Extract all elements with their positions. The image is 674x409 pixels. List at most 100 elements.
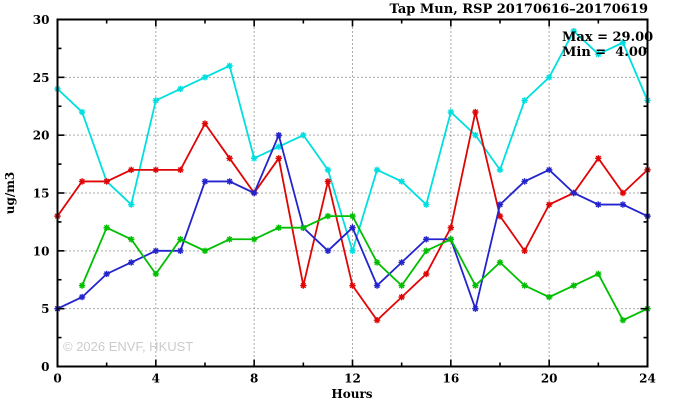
series-red-marker (275, 155, 282, 162)
series-cyan-marker (570, 27, 577, 35)
series-cyan-marker (349, 247, 356, 255)
series-blue-marker (78, 293, 86, 301)
series-green-marker (324, 212, 332, 220)
series-red-marker (201, 120, 209, 127)
series-green-marker (275, 224, 282, 231)
series-red-marker (496, 212, 504, 220)
x-tick-label: 8 (250, 372, 258, 386)
x-tick-label: 12 (344, 372, 361, 386)
series-red-marker (226, 155, 233, 162)
series-green-marker (619, 317, 627, 324)
series-lines (54, 27, 651, 324)
series-blue-marker (349, 224, 356, 231)
series-cyan-marker (78, 108, 86, 116)
series-cyan-marker (595, 51, 602, 58)
series-cyan-marker (619, 39, 627, 46)
y-tick-label: 10 (33, 244, 50, 258)
series-cyan-marker (545, 74, 553, 81)
series-green-marker (595, 270, 602, 278)
series-blue-marker (472, 305, 479, 312)
series-green-line (81, 215, 648, 322)
series-blue-marker (496, 201, 504, 208)
series-cyan-marker (324, 166, 332, 174)
series-cyan-marker (177, 85, 184, 93)
series-green-marker (521, 282, 528, 289)
series-blue-marker (570, 189, 577, 197)
series-red-marker (349, 282, 356, 289)
series-blue-marker (595, 201, 602, 208)
series-green-marker (398, 282, 405, 289)
series-blue-marker (177, 247, 184, 255)
series-blue-marker (521, 178, 528, 185)
series-red-marker (423, 270, 430, 278)
grid-lines (57, 19, 648, 367)
series-blue-marker (545, 166, 553, 174)
series-green-marker (226, 236, 233, 243)
series-red-marker (152, 166, 160, 174)
series-blue-marker (201, 178, 209, 185)
legend-min-value: Min = 4.00 (562, 45, 647, 60)
series-cyan-marker (423, 201, 430, 208)
series-green-marker (250, 236, 258, 243)
watermark: © 2026 ENVF, HKUST (63, 339, 193, 354)
series-red-marker (472, 108, 479, 116)
series-red-marker (373, 317, 381, 324)
series-blue-marker (226, 178, 233, 185)
series-blue-marker (398, 259, 405, 266)
series-red-marker (324, 178, 332, 185)
series-red-marker (300, 282, 307, 289)
y-tick-label: 0 (41, 360, 49, 374)
x-tick-label: 24 (639, 372, 656, 386)
y-axis-label: ug/m3 (3, 172, 17, 215)
series-green-marker (349, 212, 356, 220)
series-red-marker (545, 201, 553, 208)
series-red-marker (619, 189, 627, 197)
series-cyan-marker (398, 178, 405, 185)
series-green-marker (128, 236, 135, 243)
series-blue-marker (250, 189, 258, 197)
y-tick-label: 5 (41, 302, 49, 316)
plot-frame-and-ticks (56, 18, 649, 368)
series-cyan-marker (300, 131, 307, 139)
series-cyan-marker (226, 62, 233, 69)
series-green-marker (300, 224, 307, 231)
series-red-marker (595, 155, 602, 162)
series-cyan-marker (152, 97, 160, 104)
series-green-marker (177, 236, 184, 243)
series-green-marker (78, 282, 86, 289)
series-red-marker (398, 293, 405, 301)
series-cyan-marker (472, 131, 479, 139)
series-red-marker (128, 166, 135, 174)
series-blue-marker (619, 201, 627, 208)
tick-labels: 0 4 8 12 16 20 24 0 5 10 15 20 25 30 (33, 13, 656, 386)
series-green-marker (545, 293, 553, 301)
x-axis-label: Hours (331, 387, 372, 401)
y-tick-label: 15 (33, 187, 50, 201)
series-blue-marker (423, 236, 430, 243)
y-tick-label: 25 (33, 71, 50, 85)
y-tick-label: 30 (33, 13, 50, 27)
series-green-marker (103, 224, 110, 231)
series-green-marker (373, 259, 381, 266)
x-tick-label: 4 (152, 372, 160, 386)
series-green-marker (472, 282, 479, 289)
series-cyan-marker (275, 143, 282, 150)
series-red-marker (521, 247, 528, 255)
series-cyan-marker (201, 74, 209, 81)
series-blue-marker (128, 259, 135, 266)
legend-max-value: Max = 29.00 (562, 30, 653, 45)
series-green-marker (201, 247, 209, 255)
series-green-marker (447, 236, 455, 243)
series-green-marker (423, 247, 430, 255)
chart-title: Tap Mun, RSP 20170616–20170619 (389, 2, 648, 17)
series-cyan-marker (250, 155, 258, 162)
series-cyan-marker (447, 108, 455, 116)
series-blue-marker (152, 247, 160, 255)
x-tick-label: 20 (541, 372, 558, 386)
series-cyan-marker (496, 166, 504, 174)
series-blue-marker (373, 282, 381, 289)
y-tick-label: 20 (33, 129, 50, 143)
series-blue-marker (275, 131, 282, 139)
